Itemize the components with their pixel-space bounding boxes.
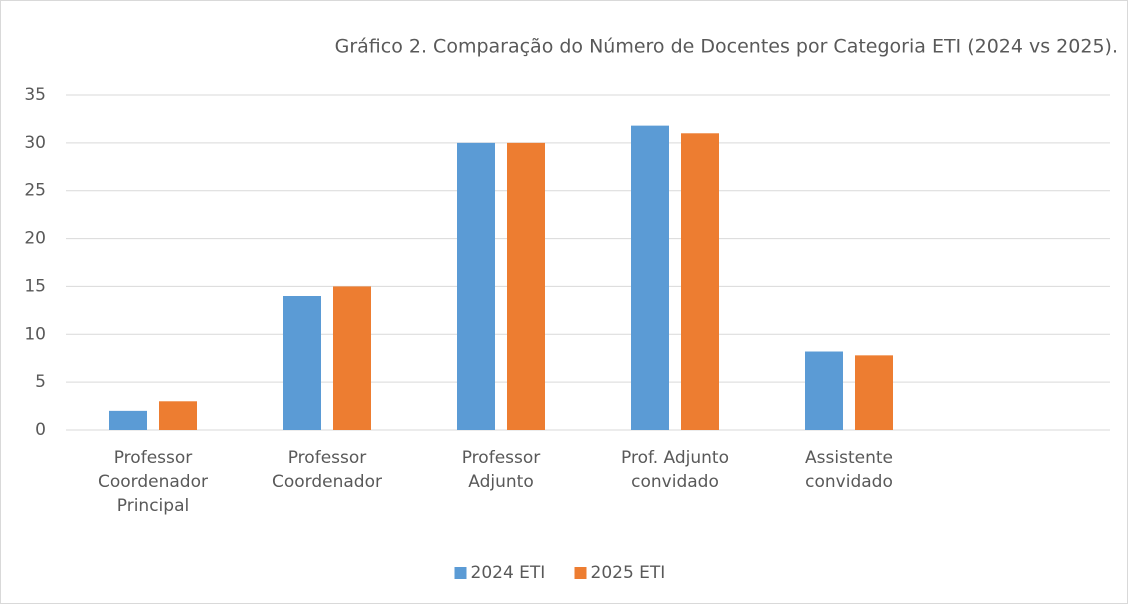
x-tick-label-box: Professor Adjunto (461, 448, 541, 492)
bar (109, 410, 147, 430)
y-tick-label: 15 (24, 276, 46, 296)
x-tick-label-box: Assistente convidado (805, 448, 893, 492)
x-tick-label: Professor Adjunto (461, 448, 541, 492)
y-tick-label: 5 (35, 372, 46, 392)
y-tick-label: 0 (35, 420, 46, 440)
bar (283, 296, 321, 430)
y-tick-label: 30 (24, 133, 46, 153)
x-tick-label: Professor Coordenador (272, 448, 382, 492)
x-tick-label: Assistente convidado (805, 448, 893, 492)
bar (805, 351, 843, 430)
legend-label: 2024 ETI (471, 563, 546, 583)
x-tick-label-box: Prof. Adjunto convidado (621, 448, 729, 492)
y-tick-label: 10 (24, 324, 46, 344)
bar (457, 142, 495, 430)
legend-swatch (454, 567, 467, 579)
chart-title: Gráfico 2. Comparação do Número de Docen… (335, 36, 1118, 58)
x-tick-label-box: Professor Coordenador Principal (98, 448, 208, 516)
y-tick-label: 25 (24, 181, 46, 201)
bar (855, 355, 893, 430)
legend-swatch (574, 567, 587, 579)
y-tick-label: 20 (24, 229, 46, 249)
x-tick-label: Professor Coordenador Principal (98, 448, 208, 516)
bar (681, 133, 719, 431)
bar (159, 401, 197, 430)
x-tick-label-box: Professor Coordenador (272, 448, 382, 492)
legend-label: 2025 ETI (591, 563, 666, 583)
y-tick-label: 35 (24, 85, 46, 105)
x-tick-label: Prof. Adjunto convidado (621, 448, 729, 492)
bar (631, 125, 669, 430)
bar (333, 286, 371, 430)
bar (507, 142, 545, 430)
